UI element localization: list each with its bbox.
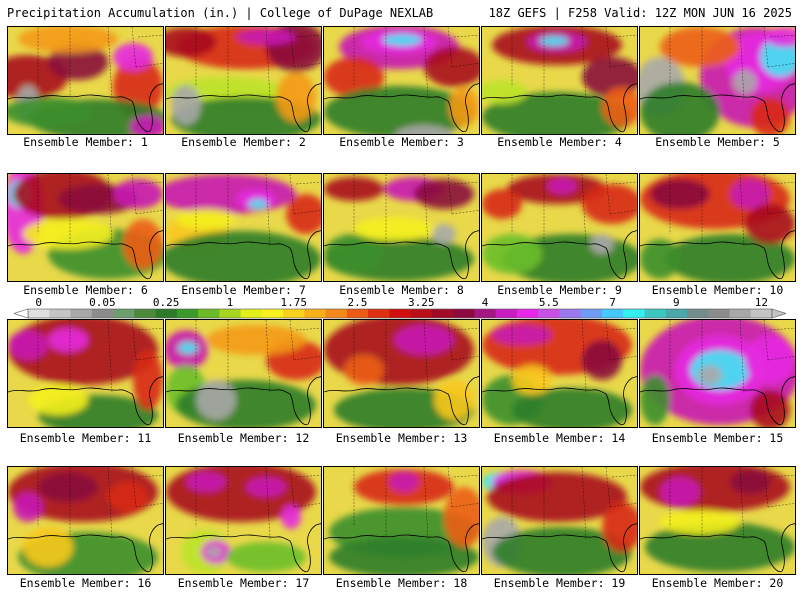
ensemble-member-label: Ensemble Member: 12	[177, 431, 310, 445]
ensemble-member-label: Ensemble Member: 10	[651, 283, 784, 297]
colorbar-swatch	[70, 309, 93, 318]
colorbar-swatch	[304, 309, 326, 318]
ensemble-member-13-map	[323, 319, 480, 428]
ensemble-member-9-map	[481, 173, 638, 282]
ensemble-member-label: Ensemble Member: 13	[335, 431, 468, 445]
colorbar-swatch	[389, 309, 412, 318]
ensemble-member-17-map	[165, 466, 322, 575]
colorbar-tick-label: 0.05	[89, 297, 116, 309]
colorbar-tick-label: 2.5	[348, 297, 368, 309]
product-title: Precipitation Accumulation (in.) | Colle…	[7, 6, 434, 20]
ensemble-member-15-map	[639, 319, 796, 428]
colorbar-swatch	[283, 309, 305, 318]
colorbar-tick-label: 1.75	[280, 297, 307, 309]
model-run-info: 18Z GEFS | F258 Valid: 12Z MON JUN 16 20…	[488, 6, 792, 20]
colorbar-swatch	[729, 309, 752, 318]
ensemble-member-label: Ensemble Member: 17	[177, 576, 310, 590]
ensemble-member-20-map	[639, 466, 796, 575]
ensemble-member-label: Ensemble Member: 15	[651, 431, 784, 445]
colorbar-swatch	[155, 309, 178, 318]
colorbar-swatch	[346, 309, 369, 318]
ensemble-member-18-map	[323, 466, 480, 575]
ensemble-member-2-map	[165, 26, 322, 135]
colorbar-tick-label: 4	[482, 297, 489, 309]
colorbar: 0 0.05 0.25 1 1.75 2.5 3.25 4 5.5 7 9 12	[14, 297, 786, 319]
colorbar-swatch	[708, 309, 730, 318]
colorbar-tick-label: 1	[227, 297, 234, 309]
colorbar-swatch	[91, 309, 114, 318]
colorbar-swatch	[601, 309, 624, 318]
ensemble-member-8-map	[323, 173, 480, 282]
ensemble-member-label: Ensemble Member: 3	[339, 135, 464, 149]
colorbar-swatch	[453, 309, 475, 318]
ensemble-member-1-map	[7, 26, 164, 135]
ensemble-member-6-map	[7, 173, 164, 282]
ensemble-member-label: Ensemble Member: 19	[493, 576, 626, 590]
ensemble-member-14-map	[481, 319, 638, 428]
ensemble-member-19-map	[481, 466, 638, 575]
colorbar-swatch	[644, 309, 667, 318]
ensemble-member-label: Ensemble Member: 4	[497, 135, 622, 149]
colorbar-tick-label: 9	[673, 297, 680, 309]
ensemble-member-5-map	[639, 26, 796, 135]
ensemble-member-label: Ensemble Member: 2	[181, 135, 306, 149]
ensemble-member-label: Ensemble Member: 20	[651, 576, 784, 590]
ensemble-member-label: Ensemble Member: 11	[19, 431, 152, 445]
colorbar-swatch	[665, 309, 688, 318]
ensemble-member-12-map	[165, 319, 322, 428]
colorbar-swatch	[495, 309, 518, 318]
colorbar-swatch	[538, 309, 560, 318]
ensemble-member-11-map	[7, 319, 164, 428]
colorbar-swatch	[134, 309, 156, 318]
colorbar-right-arrow	[771, 308, 786, 319]
colorbar-swatch	[580, 309, 603, 318]
ensemble-member-7-map	[165, 173, 322, 282]
colorbar-swatch	[28, 309, 50, 318]
colorbar-swatch	[750, 309, 773, 318]
colorbar-tick-label: 0.25	[153, 297, 180, 309]
colorbar-swatch	[474, 309, 497, 318]
colorbar-swatch	[325, 309, 348, 318]
colorbar-swatch	[410, 309, 433, 318]
colorbar-tick-label: 7	[609, 297, 616, 309]
ensemble-member-label: Ensemble Member: 18	[335, 576, 468, 590]
ensemble-member-label: Ensemble Member: 1	[23, 135, 148, 149]
colorbar-swatch	[49, 309, 71, 318]
colorbar-swatch	[198, 309, 220, 318]
ensemble-member-16-map	[7, 466, 164, 575]
colorbar-swatch	[368, 309, 390, 318]
colorbar-swatch	[176, 309, 199, 318]
colorbar-swatch	[431, 309, 454, 318]
colorbar-swatch	[559, 309, 582, 318]
ensemble-member-3-map	[323, 26, 480, 135]
ensemble-member-4-map	[481, 26, 638, 135]
ensemble-member-label: Ensemble Member: 8	[339, 283, 464, 297]
colorbar-left-arrow	[14, 308, 29, 319]
ensemble-member-label: Ensemble Member: 7	[181, 283, 306, 297]
colorbar-swatch	[219, 309, 241, 318]
ensemble-member-label: Ensemble Member: 9	[497, 283, 622, 297]
colorbar-tick-label: 5.5	[539, 297, 559, 309]
colorbar-swatch	[623, 309, 645, 318]
ensemble-member-label: Ensemble Member: 6	[23, 283, 148, 297]
colorbar-swatch	[240, 309, 263, 318]
colorbar-swatch	[516, 309, 539, 318]
ensemble-member-label: Ensemble Member: 14	[493, 431, 626, 445]
colorbar-swatch	[261, 309, 284, 318]
ensemble-member-label: Ensemble Member: 5	[655, 135, 780, 149]
ensemble-member-label: Ensemble Member: 16	[19, 576, 152, 590]
colorbar-tick-label: 12	[755, 297, 768, 309]
colorbar-swatch	[686, 309, 709, 318]
ensemble-member-10-map	[639, 173, 796, 282]
colorbar-swatch	[113, 309, 135, 318]
colorbar-tick-label: 3.25	[408, 297, 435, 309]
colorbar-tick-label: 0	[35, 297, 42, 309]
